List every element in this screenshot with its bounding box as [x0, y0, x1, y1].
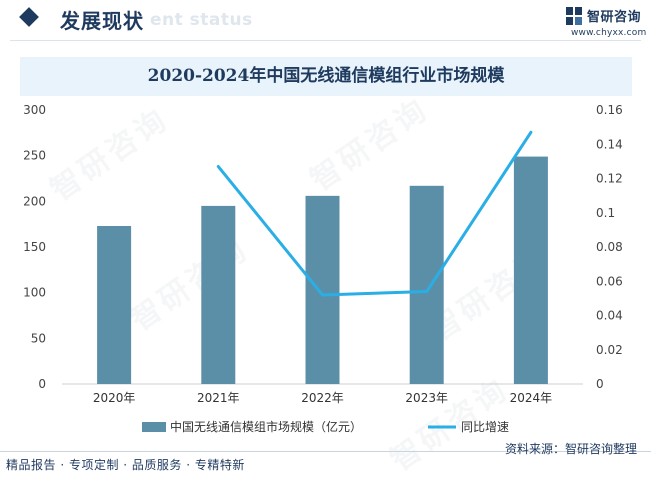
right-axis-tick-label: 0.16 — [596, 103, 623, 117]
x-tick-label: 2021年 — [197, 391, 240, 405]
legend-bar-swatch — [142, 422, 166, 432]
x-tick-label: 2022年 — [301, 391, 344, 405]
bar — [97, 225, 132, 384]
x-tick-label: 2020年 — [93, 391, 136, 405]
diamond-icon — [19, 7, 39, 27]
left-axis-tick-label: 50 — [31, 331, 46, 345]
chart-title: 2020-2024年中国无线通信模组行业市场规模 — [147, 66, 505, 86]
bar — [201, 205, 236, 384]
source-value: 智研咨询整理 — [564, 442, 637, 456]
brand-name: 智研咨询 — [587, 10, 642, 25]
section-title: 发展现状 — [60, 9, 144, 33]
footer-tagline: 精品报告 · 专项定制 · 品质服务 · 专精特新 — [6, 458, 245, 472]
x-tick-label: 2023年 — [405, 391, 448, 405]
left-axis-tick-label: 300 — [23, 103, 46, 117]
brand-logo: 智研咨询 www.chyxx.com — [566, 6, 646, 40]
bar — [305, 195, 340, 384]
footer-divider — [0, 451, 651, 452]
legend-line-label: 同比增速 — [461, 420, 509, 434]
left-axis-tick-label: 150 — [23, 240, 46, 254]
left-axis-tick-label: 200 — [23, 194, 46, 208]
right-axis-tick-label: 0.06 — [596, 274, 623, 288]
growth-line — [216, 130, 533, 297]
bar — [409, 185, 444, 384]
brand-url: www.chyxx.com — [571, 28, 647, 38]
right-axis-tick-label: 0.04 — [596, 309, 623, 323]
right-axis-tick-label: 0.14 — [596, 137, 623, 151]
brand-logo-icon — [566, 7, 582, 25]
section-subtitle-ghost: ent status — [150, 10, 253, 30]
source-note: 资料来源：智研咨询整理 — [505, 440, 637, 457]
right-axis-tick-label: 0.1 — [596, 206, 615, 220]
right-axis-tick-label: 0 — [596, 377, 604, 391]
chart-canvas: 0 50 100 150 200 250 300 0 0.02 0.04 0.06 0.08 0.1 0.… — [23, 103, 623, 434]
legend-bar-label: 中国无线通信模组市场规模（亿元） — [170, 419, 362, 434]
right-axis-tick-label: 0.12 — [596, 172, 623, 186]
source-label: 资料来源： — [504, 442, 565, 456]
left-axis-tick-label: 100 — [23, 286, 46, 300]
bar — [513, 156, 548, 384]
header-divider — [10, 40, 641, 41]
left-axis-tick-label: 0 — [38, 377, 46, 391]
chart-title-band: 2020-2024年中国无线通信模组行业市场规模 — [20, 57, 632, 96]
right-axis-tick-label: 0.08 — [596, 240, 623, 254]
left-axis-tick-label: 250 — [23, 149, 46, 163]
x-tick-label: 2024年 — [510, 391, 553, 405]
right-axis-tick-label: 0.02 — [596, 343, 623, 357]
section-header: 发展现状 ent status 智研咨询 www.chyxx.com — [0, 0, 651, 44]
